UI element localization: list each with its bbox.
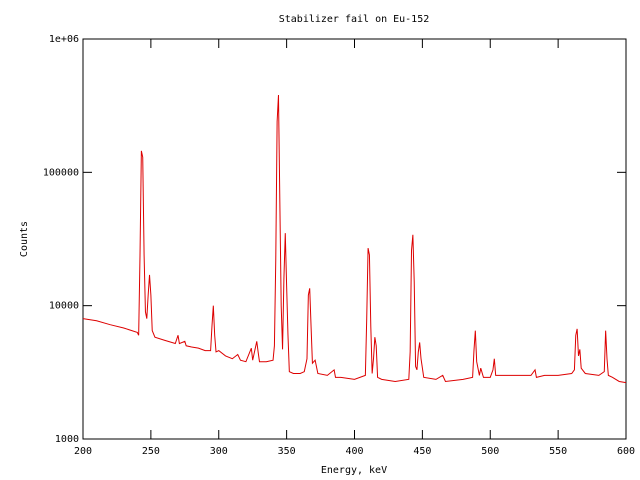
x-tick-label: 400 xyxy=(345,446,363,457)
x-tick-label: 450 xyxy=(413,446,431,457)
spectrum-line xyxy=(82,95,627,384)
chart-title: Stabilizer fail on Eu-152 xyxy=(279,14,430,25)
x-tick-label: 300 xyxy=(210,446,228,457)
x-tick-label: 500 xyxy=(481,446,499,457)
x-axis-label: Energy, keV xyxy=(321,465,387,476)
y-tick-label: 1000 xyxy=(55,434,79,445)
x-tick-label: 350 xyxy=(278,446,296,457)
y-tick-label: 100000 xyxy=(43,167,79,178)
y-tick-label: 1e+06 xyxy=(49,34,79,45)
y-axis-label: Counts xyxy=(19,221,30,257)
x-tick-label: 600 xyxy=(617,446,635,457)
x-tick-label: 550 xyxy=(549,446,567,457)
x-tick-label: 250 xyxy=(142,446,160,457)
y-tick-label: 10000 xyxy=(49,301,79,312)
plot-border xyxy=(82,38,627,440)
x-tick-label: 200 xyxy=(74,446,92,457)
